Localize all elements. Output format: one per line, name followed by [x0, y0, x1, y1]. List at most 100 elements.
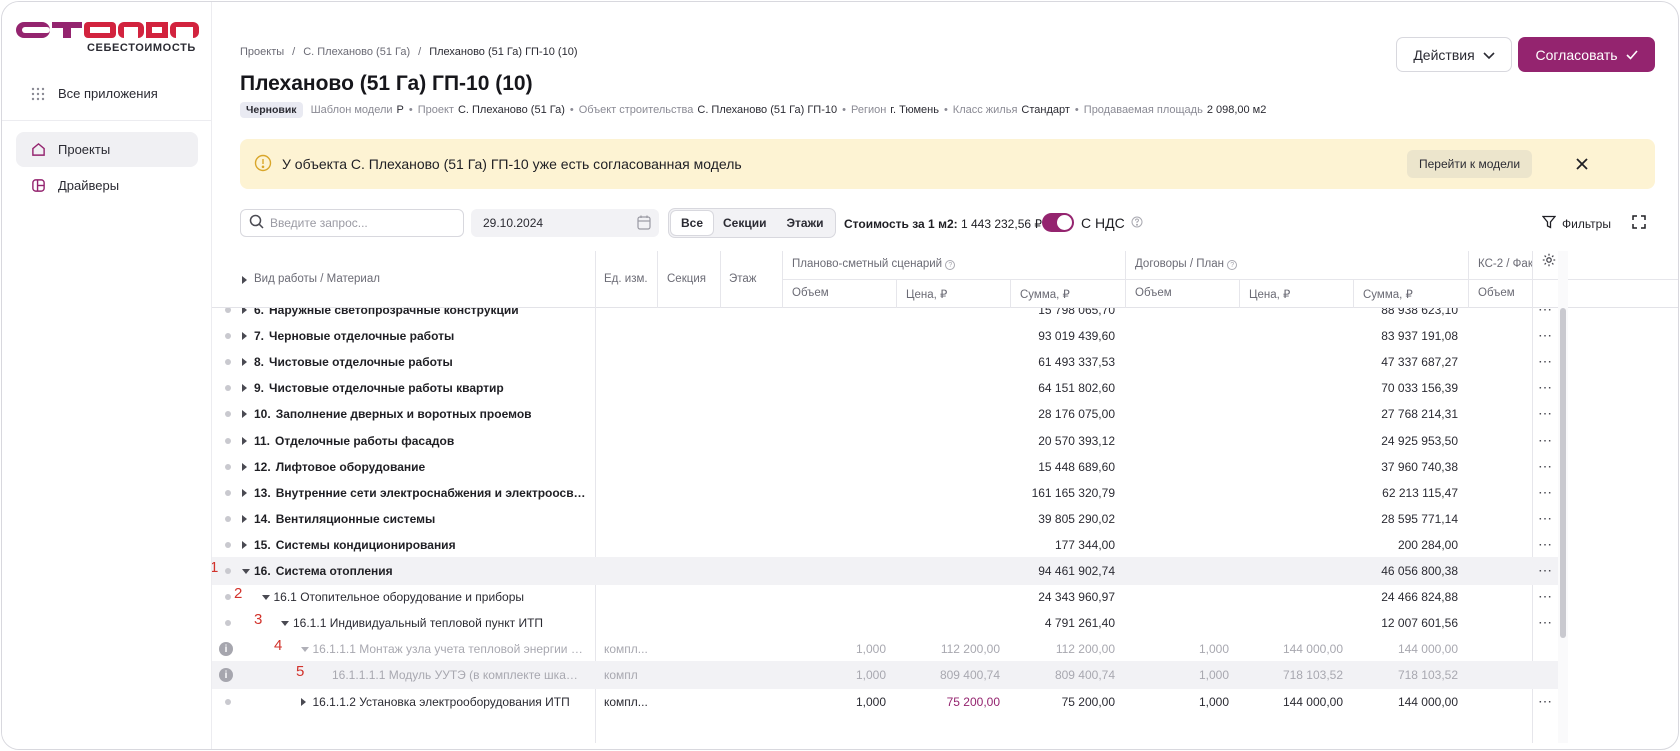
- col-price-2[interactable]: Цена, ₽: [1249, 289, 1291, 301]
- row-status-dot: [225, 359, 231, 366]
- col-floor[interactable]: Этаж: [729, 273, 757, 285]
- table-row[interactable]: 7. Черновые отделочные работы 93 019 439,6…: [212, 322, 1558, 350]
- expand-caret-icon[interactable]: [242, 384, 247, 393]
- table-row[interactable]: 14. Вентиляционные системы 39 805 290,02 28…: [212, 505, 1558, 533]
- row-menu-icon[interactable]: ⋯: [1538, 509, 1553, 526]
- table-row[interactable]: 16.1.1.2 Установка электрооборудования И…: [212, 688, 1558, 716]
- table-row[interactable]: 11. Отделочные работы фасадов 20 570 393,1…: [212, 427, 1558, 455]
- row-menu-icon[interactable]: ⋯: [1538, 431, 1553, 448]
- col-name[interactable]: Вид работы / Материал: [254, 273, 380, 285]
- brand-logo[interactable]: [16, 22, 199, 38]
- expand-caret-icon[interactable]: [242, 436, 247, 445]
- row-number: 6.: [254, 308, 265, 317]
- expand-caret-icon[interactable]: [242, 410, 247, 419]
- expand-all-icon[interactable]: [242, 276, 247, 284]
- table-row[interactable]: 9. Чистовые отделочные работы квартир 64 1…: [212, 374, 1558, 402]
- col-unit[interactable]: Ед. изм.: [604, 273, 648, 285]
- collapse-caret-icon[interactable]: [242, 569, 250, 574]
- row-menu-icon[interactable]: ⋯: [1538, 535, 1553, 552]
- segment-floors[interactable]: Этажи: [786, 216, 824, 230]
- col-section[interactable]: Секция: [667, 273, 706, 285]
- search-input[interactable]: [270, 216, 450, 230]
- annotation-marker: 2: [234, 585, 243, 603]
- row-menu-icon[interactable]: ⋯: [1538, 588, 1553, 605]
- row-menu-icon[interactable]: ⋯: [1538, 562, 1553, 578]
- row-menu-icon[interactable]: ⋯: [1538, 405, 1553, 422]
- scrollbar-thumb[interactable]: [1560, 308, 1566, 638]
- meta-value: Стандарт: [1021, 104, 1070, 116]
- row-menu-icon[interactable]: ⋯: [1538, 692, 1553, 709]
- table-row[interactable]: 13. Внутренние сети электроснабжения и эл…: [212, 479, 1558, 507]
- cost-label: Стоимость за 1 м2:: [844, 217, 958, 231]
- collapse-caret-icon[interactable]: [281, 621, 289, 627]
- expand-caret-icon[interactable]: [242, 488, 247, 497]
- row-menu-icon[interactable]: ⋯: [1538, 353, 1553, 370]
- col-volume-3[interactable]: Объем: [1478, 287, 1515, 299]
- goto-model-button[interactable]: Перейти к модели: [1407, 150, 1533, 178]
- row-name-text: Наружные светопрозрачные конструкции: [269, 308, 519, 317]
- table-row[interactable]: 6. Наружные светопрозрачные конструкции 15…: [212, 308, 1558, 324]
- expand-caret-icon[interactable]: [242, 358, 247, 367]
- table-row[interactable]: 3 16.1.1 Индивидуальный тепловой пункт ИТ…: [212, 609, 1558, 637]
- search-field[interactable]: [240, 209, 464, 237]
- expand-caret-icon[interactable]: [300, 697, 306, 706]
- col-volume-2[interactable]: Объем: [1135, 287, 1172, 299]
- meta-value: 2 098,00 м2: [1206, 104, 1267, 116]
- cell-vol2: 1,000: [1198, 668, 1229, 683]
- col-sum-1[interactable]: Сумма, ₽: [1020, 289, 1070, 301]
- row-number: 14.: [254, 511, 271, 526]
- row-menu-icon[interactable]: ⋯: [1538, 614, 1553, 631]
- table-row[interactable]: 2 16.1 Отопительное оборудование и прибор…: [212, 583, 1558, 611]
- vat-toggle[interactable]: [1042, 213, 1074, 232]
- expand-caret-icon[interactable]: [242, 514, 247, 523]
- col-price-1[interactable]: Цена, ₽: [906, 289, 948, 301]
- col-divider: [1353, 279, 1354, 308]
- row-menu-icon[interactable]: ⋯: [1538, 308, 1553, 317]
- table-row[interactable]: 12. Лифтовое оборудование 15 448 689,60 37 …: [212, 453, 1558, 481]
- info-icon[interactable]: i: [219, 668, 233, 683]
- breadcrumb: Проекты / С. Плеханово (51 Га) / Плехано…: [240, 46, 577, 58]
- cell-price1: 809 400,74: [939, 668, 1000, 683]
- sidebar-item-all-apps[interactable]: Все приложения: [16, 76, 198, 111]
- approve-button[interactable]: Согласовать: [1518, 37, 1655, 72]
- date-picker[interactable]: 29.10.2024: [471, 209, 659, 237]
- collapse-caret-icon[interactable]: [300, 647, 309, 653]
- col-volume-1[interactable]: Объем: [792, 287, 829, 299]
- table-row[interactable]: i 5 16.1.1.1.1 Модуль УУТЭ (в комплекте шк…: [212, 661, 1558, 690]
- row-menu-icon[interactable]: ⋯: [1538, 483, 1553, 500]
- segment-sections[interactable]: Секции: [723, 216, 767, 230]
- table-row[interactable]: 1 16. Система отопления 94 461 902,74 46 056…: [212, 557, 1558, 585]
- expand-caret-icon[interactable]: [242, 308, 247, 314]
- table-row[interactable]: 15. Системы кондиционирования 177 344,00 20…: [212, 531, 1558, 559]
- help-circle-icon[interactable]: ?: [945, 260, 956, 270]
- col-sum-2[interactable]: Сумма, ₽: [1363, 289, 1413, 301]
- table-settings-gear-icon[interactable]: [1542, 253, 1556, 270]
- collapse-caret-icon[interactable]: [261, 595, 270, 601]
- help-circle-icon[interactable]: [1131, 216, 1143, 231]
- row-menu-icon[interactable]: ⋯: [1538, 327, 1553, 344]
- date-value: 29.10.2024: [483, 216, 544, 230]
- row-menu-icon[interactable]: ⋯: [1538, 379, 1553, 396]
- row-menu-icon[interactable]: ⋯: [1538, 457, 1553, 474]
- expand-caret-icon[interactable]: [242, 332, 247, 341]
- expand-caret-icon[interactable]: [242, 462, 247, 471]
- annotation-marker: 1: [212, 559, 218, 576]
- filters-button[interactable]: Фильтры: [1541, 215, 1611, 232]
- expand-caret-icon[interactable]: [242, 540, 247, 549]
- fullscreen-icon[interactable]: [1632, 215, 1646, 232]
- segment-all[interactable]: Все: [671, 211, 714, 235]
- breadcrumb-item[interactable]: С. Плеханово (51 Га): [303, 46, 411, 58]
- breadcrumb-item[interactable]: Проекты: [240, 46, 285, 58]
- sidebar-item-projects[interactable]: Проекты: [16, 132, 198, 167]
- close-icon[interactable]: [1570, 152, 1594, 176]
- table-row[interactable]: 8. Чистовые отделочные работы 61 493 337,5…: [212, 348, 1558, 376]
- actions-dropdown-button[interactable]: Действия: [1396, 37, 1512, 72]
- table-row[interactable]: 10. Заполнение дверных и воротных проемов…: [212, 400, 1558, 428]
- table-row[interactable]: i 4 16.1.1.1 Монтаж узла учета тепловой эн…: [212, 635, 1558, 663]
- sidebar-item-drivers[interactable]: Драйверы: [16, 168, 198, 203]
- calendar-icon[interactable]: [637, 215, 651, 233]
- cell-sum1: 28 176 075,00: [1038, 407, 1115, 422]
- cell-sum2: 24 925 953,50: [1381, 433, 1458, 448]
- info-icon[interactable]: i: [219, 642, 233, 657]
- help-circle-icon[interactable]: ?: [1227, 260, 1238, 270]
